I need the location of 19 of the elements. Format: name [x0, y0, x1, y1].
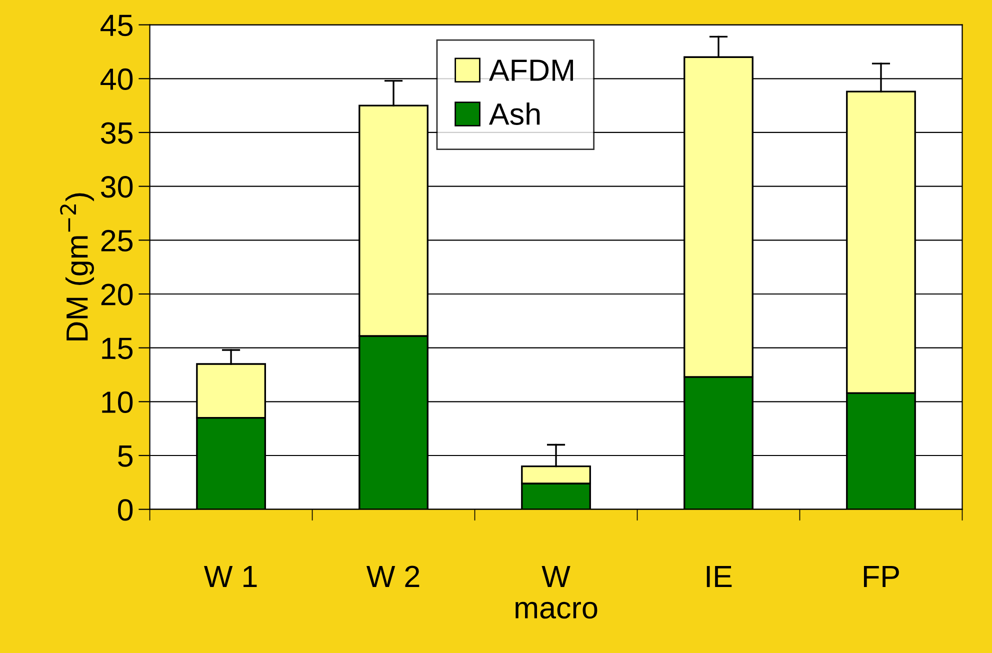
y-tick-label: 30 [101, 176, 133, 198]
legend-label: AFDM [488, 60, 573, 81]
y-tick-label: 40 [100, 68, 133, 90]
legend-label: Ash [488, 102, 540, 125]
x-tick-label: W 1 [204, 566, 257, 588]
y-tick-label: 25 [101, 230, 133, 252]
y-tick-label: 20 [101, 284, 133, 306]
y-tick-label: 0 [118, 499, 133, 521]
y-tick-label: 5 [118, 446, 133, 467]
y-tick-label: 10 [102, 391, 133, 414]
x-tick-label: W [542, 566, 570, 588]
y-tick-label: 45 [100, 14, 133, 36]
y-axis-title: DM (gm$^{−2}$) [60, 193, 94, 340]
x-tick-label: IE [706, 566, 732, 588]
x-tick-label: FP [864, 566, 899, 588]
y-tick-label: 35 [101, 122, 133, 144]
y-tick-label: 15 [102, 338, 133, 360]
x-tick-label: W 2 [366, 566, 420, 588]
x-axis-title: macro [516, 602, 598, 619]
